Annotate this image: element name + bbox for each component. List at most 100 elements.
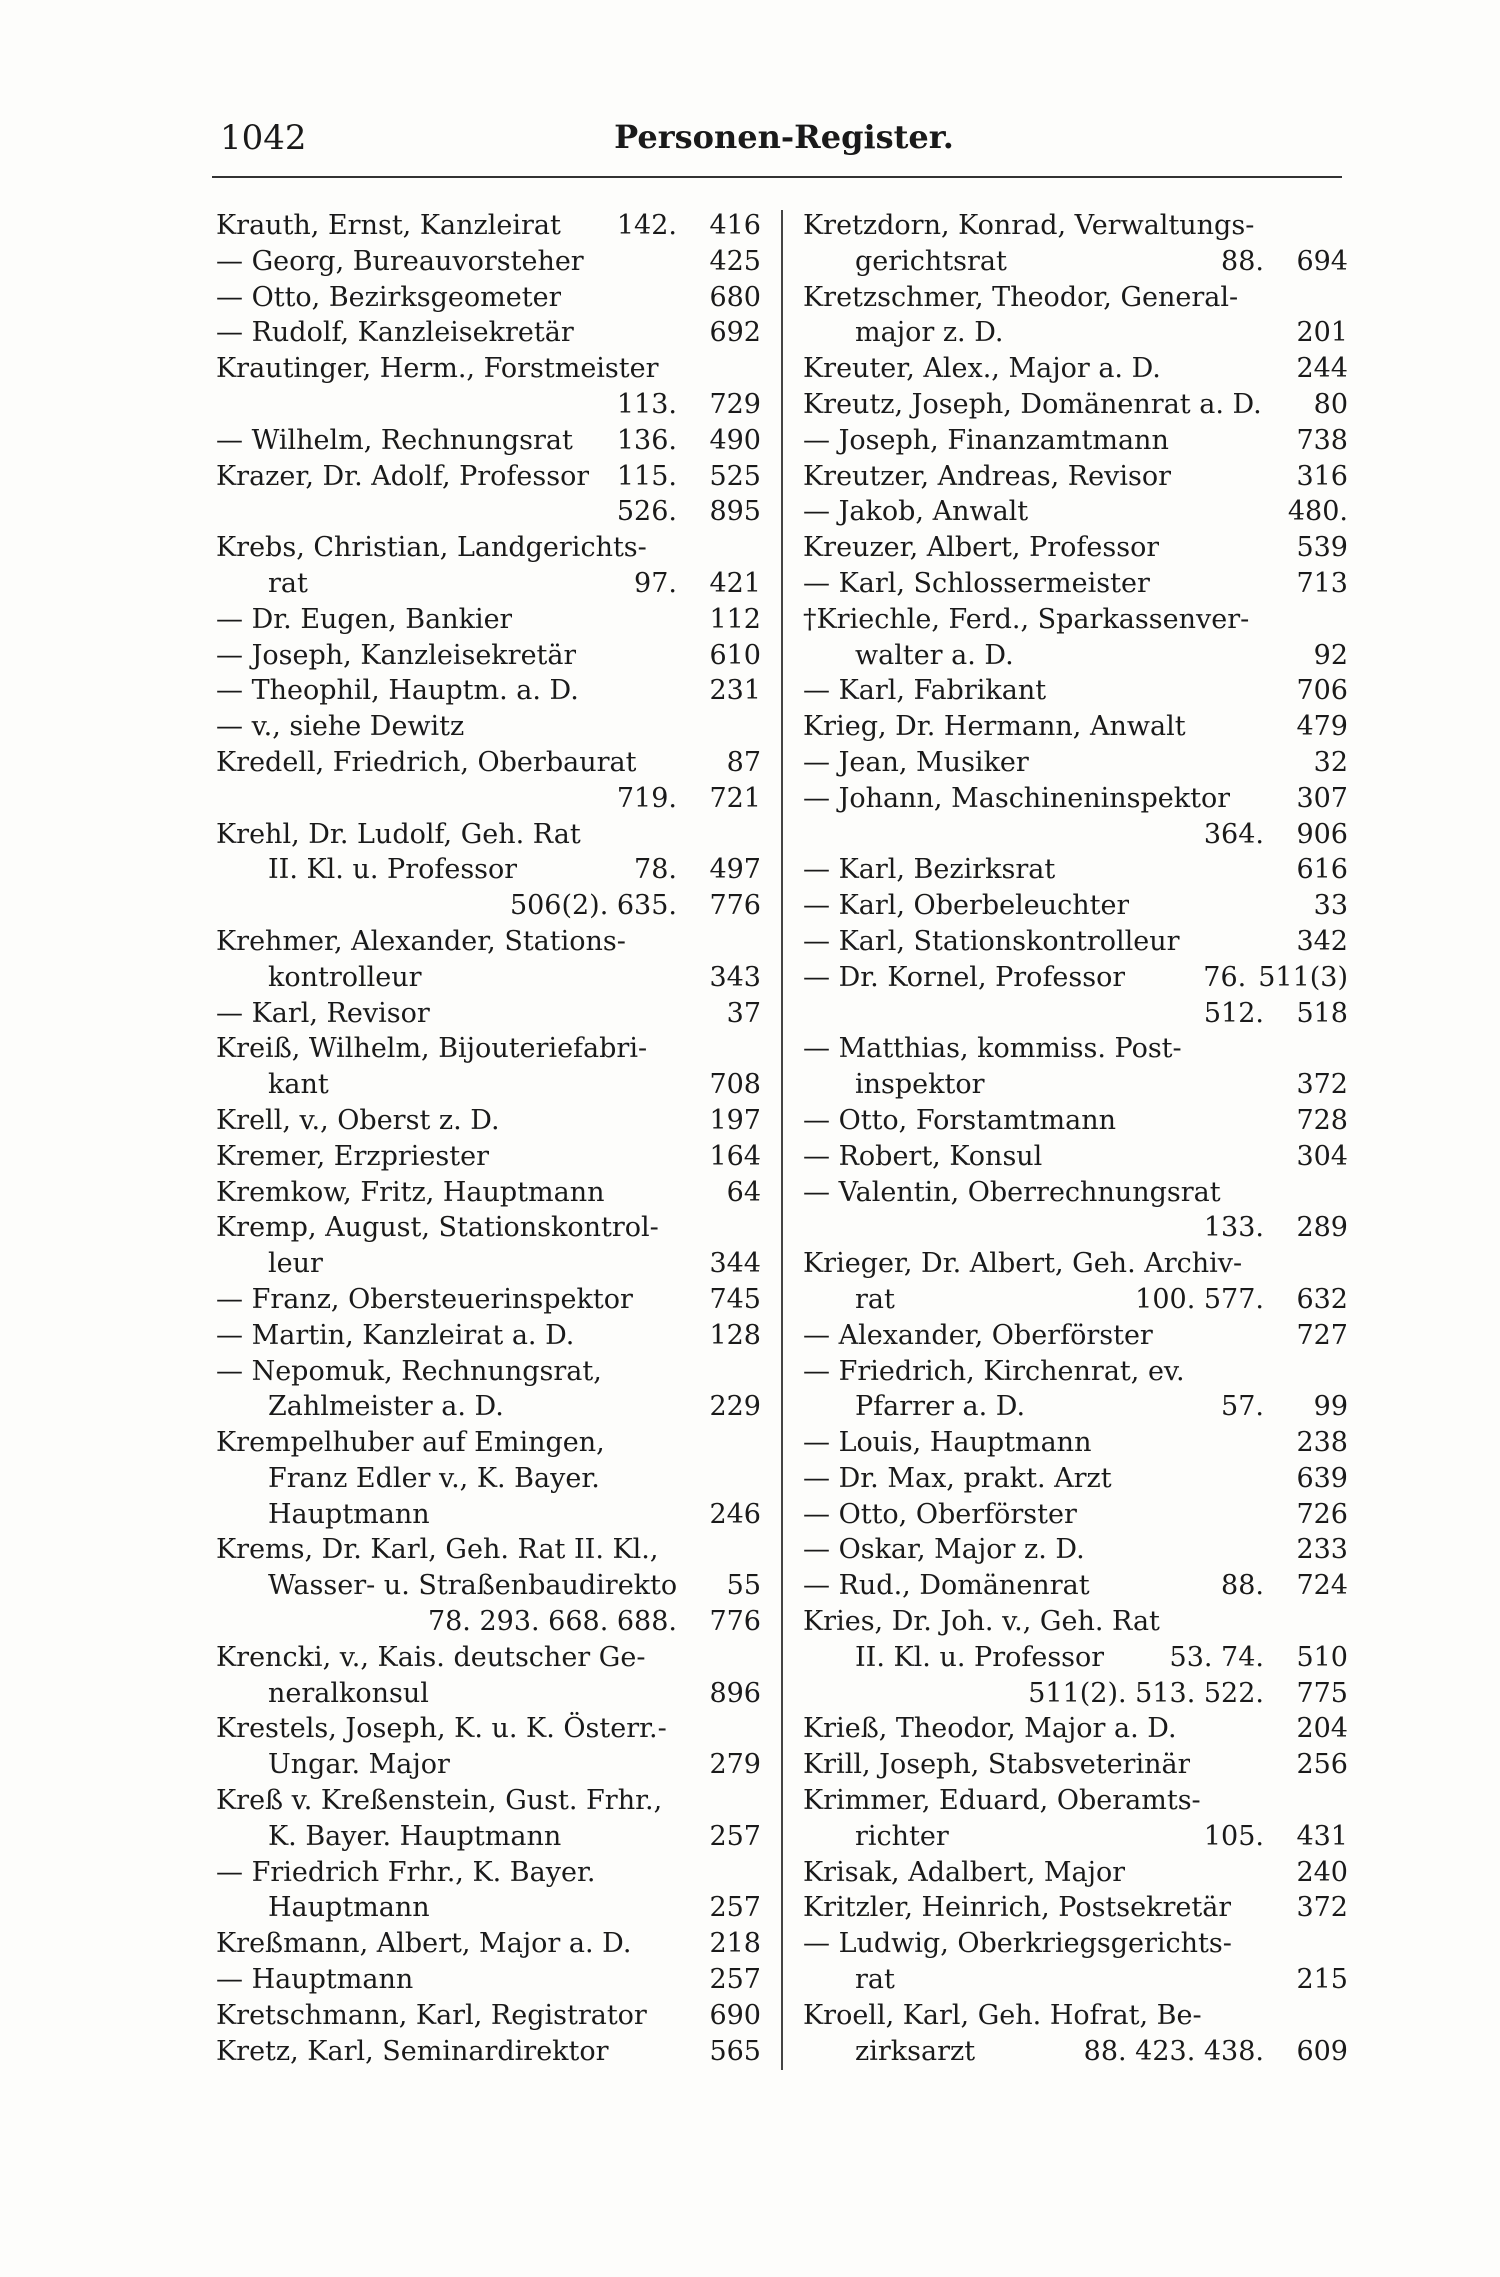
spacer (1160, 1604, 1264, 1640)
index-entry-line: leur 344 (216, 1246, 761, 1282)
page-references (1264, 781, 1276, 817)
entry-text: Krebs, Christian, Landgerichts- (216, 532, 647, 564)
page-references: 364. (1203, 818, 1264, 850)
entry-text: Kroell, Karl, Geh. Hofrat, Be- (803, 1999, 1202, 2031)
entry-text: — Dr. Eugen, Bankier (216, 603, 513, 635)
spacer (1202, 1998, 1264, 2034)
page-references (677, 1532, 689, 1568)
page-number-ref: 729 (709, 388, 761, 420)
page-references (677, 315, 689, 351)
index-entry-line: — Karl, Schlossermeister 713 (803, 566, 1348, 602)
spacer (1230, 781, 1264, 817)
page-number-ref: 775 (1296, 1677, 1348, 1709)
index-entry-line: major z. D. 201 (803, 315, 1348, 351)
entry-text: — Alexander, Oberförster (803, 1319, 1153, 1351)
page-number: 1042 (220, 118, 307, 158)
entry-text: inspektor (855, 1069, 985, 1101)
page-references (677, 1568, 689, 1604)
page-references (677, 351, 689, 387)
entry-text: — Ludwig, Oberkriegsgerichts- (803, 1928, 1232, 1960)
entry-text: — Karl, Bezirksrat (803, 854, 1056, 886)
entry-text (216, 1604, 268, 1640)
page-references (677, 1318, 689, 1354)
entry-text: — Rud., Domänenrat (803, 1570, 1090, 1602)
page-number-ref: 229 (709, 1391, 761, 1423)
entry-text: †Kriechle, Ferd., Sparkassenver- (803, 603, 1250, 635)
index-entry-line: 364. 906 (803, 817, 1348, 853)
spacer (500, 1103, 677, 1139)
index-entry-line: rat 97. 421 (216, 566, 761, 602)
spacer (1185, 1354, 1264, 1390)
spacer (895, 1962, 1264, 1998)
page-number-ref: 289 (1296, 1212, 1348, 1244)
spacer (631, 1926, 677, 1962)
index-entry-line: II. Kl. u. Professor 53. 74. 510 (803, 1640, 1348, 1676)
page-references (1264, 459, 1276, 495)
entry-text (803, 1210, 855, 1246)
entry-text: — Theophil, Hauptm. a. D. (216, 675, 579, 707)
spacer (659, 1210, 677, 1246)
page-number-ref (689, 530, 761, 566)
entry-text: gerichtsrat (855, 245, 1007, 277)
spacer (633, 1282, 677, 1318)
index-entry-line: Krieß, Theodor, Major a. D. 204 (803, 1711, 1348, 1747)
spacer (1182, 1031, 1264, 1067)
index-entry-line: — Theophil, Hauptm. a. D. 231 (216, 673, 761, 709)
page-references: 506(2). 635. (509, 890, 677, 922)
page-number-ref: 32 (1313, 746, 1348, 778)
spacer (600, 1461, 677, 1497)
spacer (1242, 1246, 1264, 1282)
index-entry-line: — Karl, Revisor 37 (216, 996, 761, 1032)
index-entry-line: Kreuzer, Albert, Professor 539 (803, 530, 1348, 566)
spacer (985, 1067, 1264, 1103)
spacer (450, 1747, 677, 1783)
page-references: 53. 74. (1169, 1641, 1264, 1673)
index-entry-line: — Otto, Forstamtmann 728 (803, 1103, 1348, 1139)
spacer (1180, 924, 1264, 960)
page-references (1264, 1497, 1276, 1533)
page-references (677, 2034, 689, 2070)
page-number-ref: 431 (1296, 1820, 1348, 1852)
entry-text: Krisak, Adalbert, Major (803, 1856, 1126, 1888)
entry-text: — Oskar, Major z. D. (803, 1534, 1085, 1566)
spacer (429, 1676, 677, 1712)
page-references (1264, 602, 1276, 638)
index-entry-line: — Robert, Konsul 304 (803, 1139, 1348, 1175)
spacer (1125, 960, 1203, 996)
index-entry-line: — Ludwig, Oberkriegsgerichts- (803, 1926, 1348, 1962)
entry-text: Hauptmann (268, 1498, 430, 1530)
spacer (596, 1855, 677, 1891)
entry-text: — Rudolf, Kanzleisekretär (216, 317, 574, 349)
page-references (1264, 1246, 1276, 1282)
column-divider (781, 210, 783, 2070)
page-references (1264, 530, 1276, 566)
spacer (504, 1389, 677, 1425)
index-entry-line: 78. 293. 668. 688. 776 (216, 1604, 761, 1640)
page-references (677, 244, 689, 280)
page-references: 512. (1203, 997, 1264, 1029)
page-number-ref: 565 (709, 2035, 761, 2067)
page-number-ref (1276, 1031, 1348, 1067)
page-references (1264, 423, 1276, 459)
page-references (1264, 1783, 1276, 1819)
spacer (1025, 1389, 1221, 1425)
page-references (1264, 888, 1276, 924)
spacer (1161, 351, 1264, 387)
entry-text: — Robert, Konsul (803, 1140, 1043, 1172)
page-references (677, 1067, 689, 1103)
page-references (1264, 1890, 1276, 1926)
entry-text: — Wilhelm, Rechnungsrat (216, 424, 573, 456)
page-references (1264, 315, 1276, 351)
entry-text: — Louis, Hauptmann (803, 1427, 1092, 1459)
entry-text: Hauptmann (268, 1892, 430, 1924)
page-references (1264, 638, 1276, 674)
index-entry-line: Kretschmann, Karl, Registrator 690 (216, 1998, 761, 2034)
entry-text: Kremkow, Fritz, Hauptmann (216, 1176, 605, 1208)
entry-text: zirksarzt (855, 2035, 976, 2067)
spacer (1090, 1568, 1222, 1604)
page-number-ref: 218 (709, 1928, 761, 1960)
entry-text: Kreuter, Alex., Major a. D. (803, 353, 1161, 385)
entry-text: Kretschmann, Karl, Registrator (216, 1999, 647, 2031)
page-references (677, 1210, 689, 1246)
entry-text: — Georg, Bureauvorsteher (216, 245, 584, 277)
